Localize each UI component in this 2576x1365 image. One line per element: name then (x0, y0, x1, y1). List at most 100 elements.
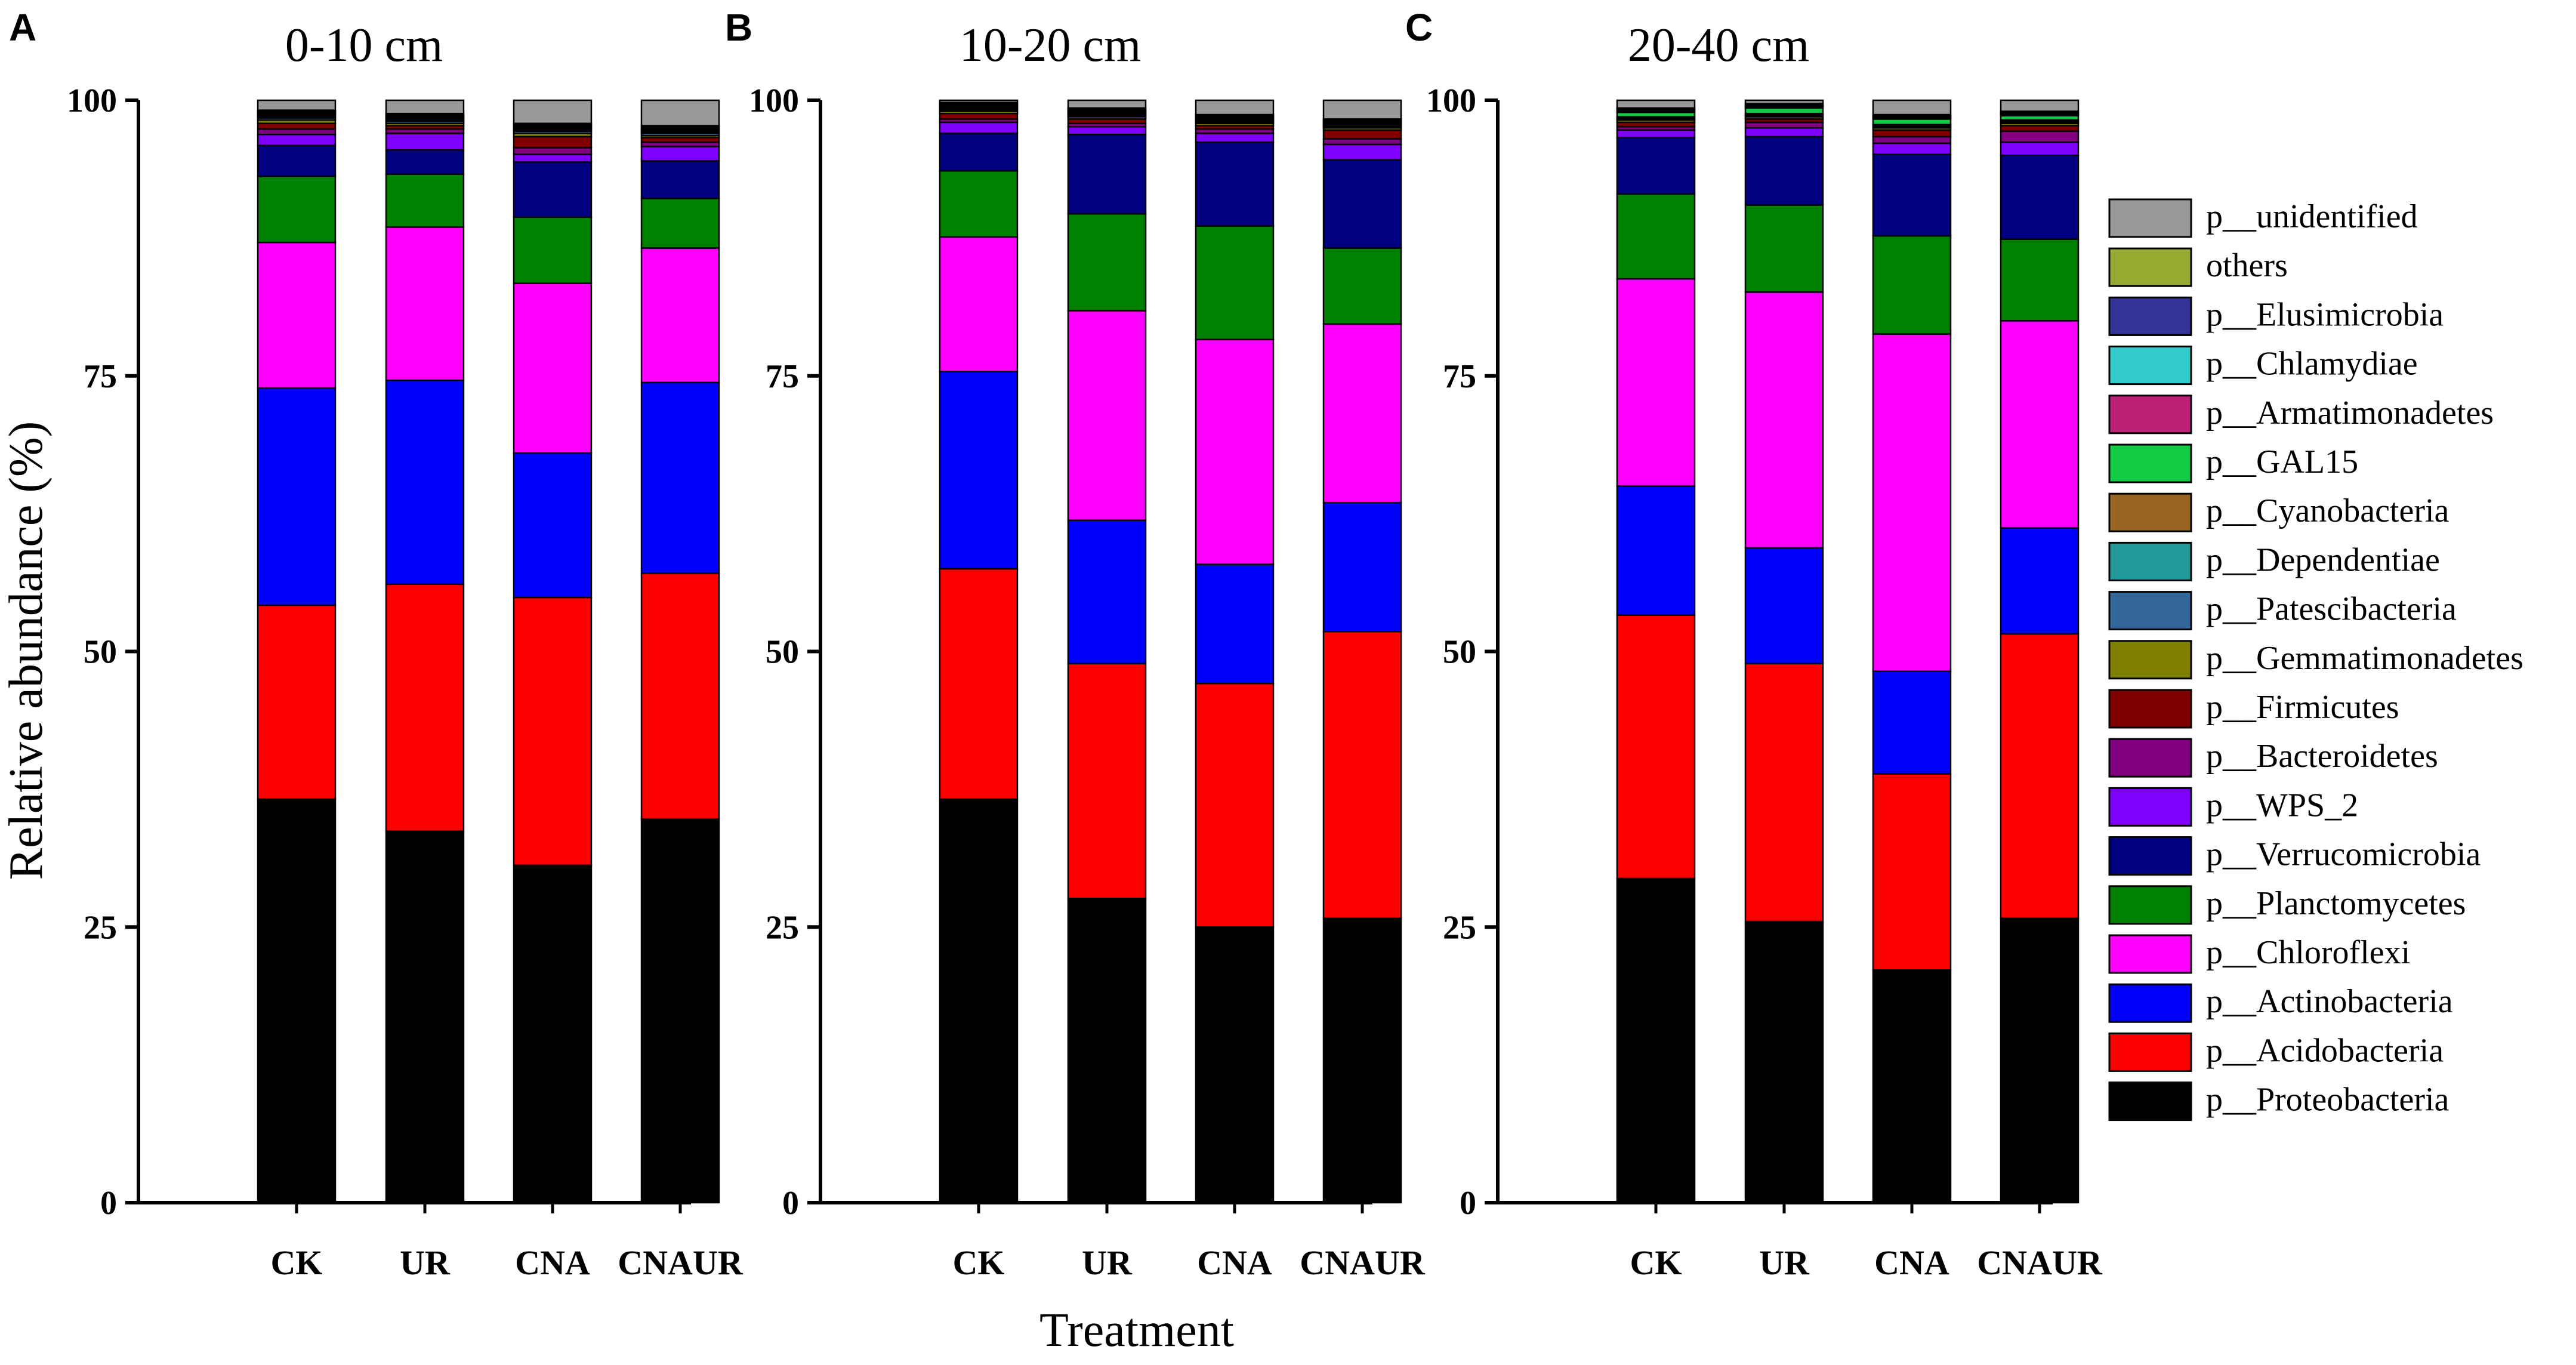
bar-segment-p__Firmicutes (939, 112, 1019, 120)
panel-title: 20-40 cm (1628, 19, 1809, 72)
y-tick-label: 0 (782, 1185, 799, 1222)
bar-segment-p__Proteobacteria (513, 864, 593, 1204)
bar-segment-p__Planctomycetes (1616, 193, 1696, 280)
legend-item: p__Chlamydiae (2108, 346, 2418, 386)
bar-segment-p__WPS_2 (1195, 133, 1275, 143)
y-tick-label: 100 (749, 82, 799, 119)
legend-swatch (2108, 787, 2192, 827)
panel-C: C 20-40 cm 0 25 50 75 100 CK UR CNA CNAUR (1405, 6, 2103, 1282)
bar-segment-p__Acidobacteria (513, 596, 593, 867)
bar-segment-p__Planctomycetes (939, 170, 1019, 238)
legend-item: p__Verrucomicrobia (2108, 836, 2481, 876)
bar-segment-p__Firmicutes (513, 135, 593, 149)
legend-label: others (2206, 247, 2288, 284)
bar-segment-p__Chloroflexi (1744, 291, 1824, 549)
bar-segment-p__Verrucomicrobia (257, 144, 337, 177)
bar-segment-p__Actinobacteria (1872, 670, 1952, 775)
x-category-label: CK (271, 1243, 323, 1282)
bar-CNA (1872, 99, 1952, 1204)
bar-segment-p__Proteobacteria (2000, 917, 2080, 1204)
x-category-label: CNA (1197, 1243, 1272, 1282)
bar-segment-p__WPS_2 (1322, 143, 1402, 161)
y-tick-label: 100 (67, 82, 117, 119)
legend-label: p__Acidobacteria (2206, 1032, 2444, 1069)
bar-segment-p__unidentified (385, 99, 465, 115)
legend-label: p__Chlamydiae (2206, 346, 2418, 383)
bar-segment-p__WPS_2 (513, 153, 593, 163)
y-tick-label: 25 (1443, 909, 1476, 946)
legend-label: p__Verrucomicrobia (2206, 836, 2481, 873)
bar-segment-p__Proteobacteria (1872, 969, 1952, 1204)
bar-segment-p__Actinobacteria (939, 371, 1019, 570)
legend-label: p__Patescibacteria (2206, 591, 2457, 628)
panel-A: A 0-10 cm 0 25 50 75 100 CK UR CNA CNAUR (9, 6, 744, 1282)
bar-segment-p__WPS_2 (1067, 126, 1147, 135)
legend-swatch (2108, 1032, 2192, 1072)
bar-CNA (513, 99, 593, 1204)
bar-segment-p__Actinobacteria (1322, 501, 1402, 633)
bar-segment-p__WPS_2 (2000, 141, 2080, 156)
bar-segment-p__Planctomycetes (257, 175, 337, 244)
legend-swatch (2108, 296, 2192, 336)
bar-segment-p__Actinobacteria (385, 379, 465, 586)
legend-swatch (2108, 443, 2192, 483)
bar-segment-p__Verrucomicrobia (1616, 137, 1696, 195)
bar-segment-p__Bacteroidetes (1744, 121, 1824, 129)
legend-swatch (2108, 395, 2192, 435)
bar-segment-p__Verrucomicrobia (1872, 153, 1952, 237)
legend-item: p__Proteobacteria (2108, 1081, 2449, 1121)
bar-segment-p__Actinobacteria (1195, 563, 1275, 685)
x-category-label: CK (953, 1243, 1005, 1282)
legend-item: others (2108, 247, 2288, 287)
legend-swatch (2108, 836, 2192, 876)
bar-segment-p__Verrucomicrobia (640, 160, 720, 199)
bar-segment-p__GAL15 (1872, 118, 1952, 125)
bar-segment-p__Proteobacteria (1067, 897, 1147, 1204)
bar-segment-p__Proteobacteria (1322, 917, 1402, 1204)
bar-segment-p__unidentified (640, 99, 720, 127)
bar-segment-p__unidentified (257, 99, 337, 111)
legend-swatch (2108, 983, 2192, 1023)
bar-segment-p__Verrucomicrobia (1195, 141, 1275, 227)
bar-segment-p__Acidobacteria (1872, 773, 1952, 971)
bar-segment-p__Verrucomicrobia (1744, 135, 1824, 206)
bar-segment-p__Chloroflexi (1067, 310, 1147, 521)
bar-segment-p__Firmicutes (257, 122, 337, 130)
bar-segment-p__Acidobacteria (2000, 633, 2080, 919)
y-tick-label: 25 (766, 909, 799, 946)
panel-title: 0-10 cm (285, 19, 443, 72)
bar-segment-p__unidentified (1322, 99, 1402, 120)
legend-item: p__Patescibacteria (2108, 591, 2457, 631)
bar-segment-p__Planctomycetes (513, 216, 593, 284)
bar-segment-p__Actinobacteria (2000, 527, 2080, 635)
bar-segment-p__unidentified (1872, 99, 1952, 116)
bar-segment-p__Acidobacteria (1744, 663, 1824, 923)
bar-segment-p__Chloroflexi (640, 247, 720, 384)
bar-segment-p__GAL15 (1744, 107, 1824, 115)
bar-segment-p__unidentified (1616, 99, 1696, 109)
y-axis-title: Relative abundance (%) (0, 421, 53, 880)
bar-segment-p__Planctomycetes (640, 198, 720, 249)
bar-segment-p__Actinobacteria (1744, 547, 1824, 665)
bar-segment-p__Planctomycetes (385, 173, 465, 228)
legend-label: p__Bacteroidetes (2206, 738, 2438, 775)
bar-segment-p__Chloroflexi (1872, 333, 1952, 672)
y-tick-label: 50 (1443, 634, 1476, 671)
legend-swatch (2108, 689, 2192, 729)
y-tick-label: 75 (84, 358, 117, 395)
legend-item: p__Elusimicrobia (2108, 296, 2444, 336)
y-tick-label: 0 (1460, 1185, 1476, 1222)
bar-segment-p__Acidobacteria (257, 604, 337, 800)
bar-segment-p__unidentified (1744, 99, 1824, 104)
x-category-label: CNAUR (1977, 1243, 2103, 1282)
legend-item: p__Planctomycetes (2108, 885, 2466, 925)
y-tick-label: 100 (1426, 82, 1476, 119)
bar-segment-p__Acidobacteria (939, 568, 1019, 800)
bar-segment-p__Planctomycetes (2000, 238, 2080, 322)
bar-segment-p__Actinobacteria (257, 387, 337, 606)
bar-segment-p__Acidobacteria (385, 583, 465, 832)
bar-segment-p__Acidobacteria (1616, 614, 1696, 880)
bar-segment-p__Verrucomicrobia (385, 149, 465, 175)
x-category-label: CNA (1874, 1243, 1949, 1282)
